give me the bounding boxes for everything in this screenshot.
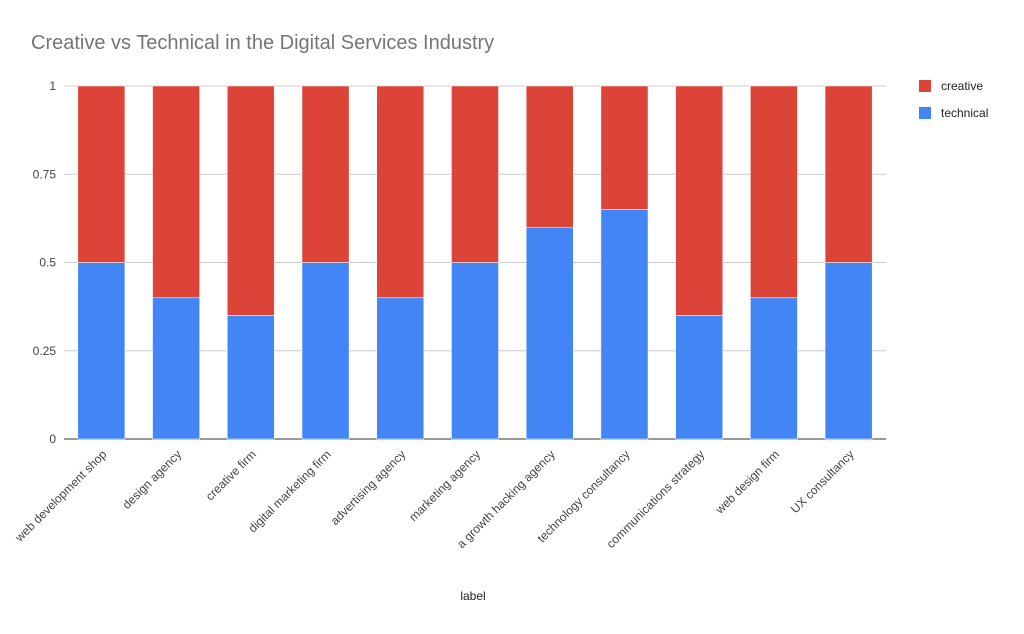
x-tick-label: UX consultancy bbox=[788, 447, 857, 516]
chart-title: Creative vs Technical in the Digital Ser… bbox=[31, 32, 495, 54]
bar-creative bbox=[376, 85, 425, 299]
x-axis-title: label bbox=[460, 589, 485, 603]
bar-technical bbox=[824, 262, 873, 440]
bar-creative bbox=[152, 85, 200, 299]
y-axis-ticks: 0 0.25 0.5 0.75 1 bbox=[33, 79, 57, 446]
x-tick-label: digital marketing firm bbox=[245, 447, 333, 535]
y-tick-label: 0.75 bbox=[33, 167, 57, 181]
bar-technical bbox=[227, 315, 275, 440]
bar-technical bbox=[152, 297, 200, 440]
y-tick-label: 0 bbox=[49, 432, 56, 446]
x-tick-label: advertising agency bbox=[328, 447, 409, 528]
bar-creative bbox=[77, 85, 126, 263]
bar-creative bbox=[675, 85, 723, 316]
y-tick-label: 1 bbox=[49, 79, 56, 93]
legend-swatch-technical bbox=[919, 107, 931, 119]
y-tick-label: 0.5 bbox=[39, 256, 56, 270]
x-tick-label: creative firm bbox=[203, 447, 259, 503]
bar-creative bbox=[301, 85, 350, 263]
bar-technical bbox=[750, 297, 798, 440]
legend-label-creative: creative bbox=[941, 79, 983, 93]
legend-label-technical: technical bbox=[941, 106, 988, 120]
x-axis-ticks: web development shop design agency creativ… bbox=[12, 447, 857, 551]
bars bbox=[77, 85, 873, 440]
bar-technical bbox=[600, 209, 649, 440]
x-tick-label: design agency bbox=[120, 447, 185, 512]
bar-creative bbox=[451, 85, 499, 263]
bar-technical bbox=[77, 262, 126, 440]
x-tick-label: web design firm bbox=[712, 447, 782, 517]
y-tick-label: 0.25 bbox=[33, 344, 57, 358]
bar-technical bbox=[451, 262, 499, 440]
x-tick-label: marketing agency bbox=[406, 447, 483, 524]
bar-creative bbox=[824, 85, 873, 263]
bar-creative bbox=[227, 85, 275, 316]
bar-technical bbox=[675, 315, 723, 440]
bar-technical bbox=[376, 297, 425, 440]
bar-creative bbox=[750, 85, 798, 299]
bar-creative bbox=[525, 85, 574, 228]
bar-technical bbox=[525, 226, 574, 440]
legend: creative technical bbox=[919, 79, 988, 120]
x-tick-label: web development shop bbox=[12, 447, 110, 545]
bar-creative bbox=[600, 85, 649, 210]
legend-swatch-creative bbox=[919, 80, 931, 92]
bar-technical bbox=[301, 262, 350, 440]
